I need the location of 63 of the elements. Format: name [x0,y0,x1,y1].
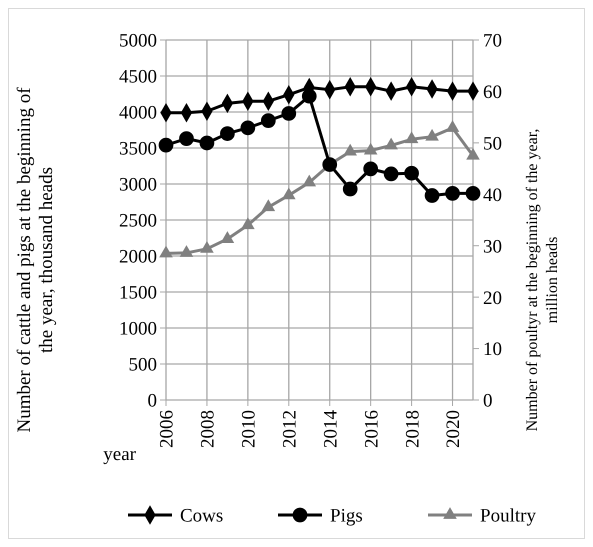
point [466,148,480,160]
point [342,182,358,196]
y-tick-label: 2500 [119,210,157,232]
point [180,245,194,257]
y2-tick-label: 60 [483,82,502,104]
point [404,166,419,181]
y2-tick-label: 20 [483,288,502,309]
y2-tick-label: 0 [483,390,492,412]
x-tick-label: 2006 [156,410,178,448]
point [424,188,440,203]
point [404,131,418,144]
legend-label: Cows [180,506,224,527]
legend-label: Pigs [330,506,363,527]
y2-tick-label: 70 [483,30,502,52]
point [179,131,194,146]
x-axis-title: year [103,444,137,465]
point [445,186,460,201]
y2-tick-label: 40 [483,184,502,206]
y-tick-label: 500 [128,354,157,376]
point [200,136,214,150]
legend-label: Poultry [480,506,536,527]
x-tick-label: 2018 [402,410,424,448]
point [200,240,214,253]
y-tick-label: 1500 [119,282,157,304]
point [260,113,276,128]
point [282,187,296,200]
point [241,217,255,230]
x-tick-label: 2010 [238,410,260,448]
y-tick-label: 3500 [119,138,157,160]
x-tick-label: 2012 [279,410,300,448]
y-tick-label: 3000 [119,174,157,196]
point [384,138,398,150]
point [302,174,316,186]
x-tick-label: 2020 [443,410,464,448]
y2-tick-label: 30 [483,236,502,258]
y-tick-label: 1000 [119,318,157,340]
point [364,142,378,154]
y-tick-label: 4500 [119,66,157,88]
y-tick-label: 2000 [119,246,157,268]
point [322,157,338,172]
point [343,144,357,156]
point [159,246,173,258]
point [446,120,460,132]
point [363,162,378,176]
point [220,126,235,141]
point [281,106,296,121]
y2-tick-label: 10 [483,339,502,360]
y-tick-label: 5000 [119,30,157,52]
x-tick-label: 2008 [198,410,219,448]
x-tick-label: 2016 [361,410,382,448]
point [240,120,256,136]
point [158,138,174,152]
y2-axis-title: Number of poultyr at the beginning of the year, million heads [524,128,561,432]
y-axis-title: Number of cattle and pigs at the beginning of the year, thousand heads [14,86,57,433]
point [262,199,276,212]
point [384,166,398,182]
y-tick-label: 4000 [119,102,157,124]
point [220,231,234,243]
y-tick-label: 0 [148,390,157,412]
x-tick-label: 2014 [320,410,342,448]
y2-tick-label: 50 [483,134,502,155]
point [466,186,480,201]
point [425,128,439,141]
